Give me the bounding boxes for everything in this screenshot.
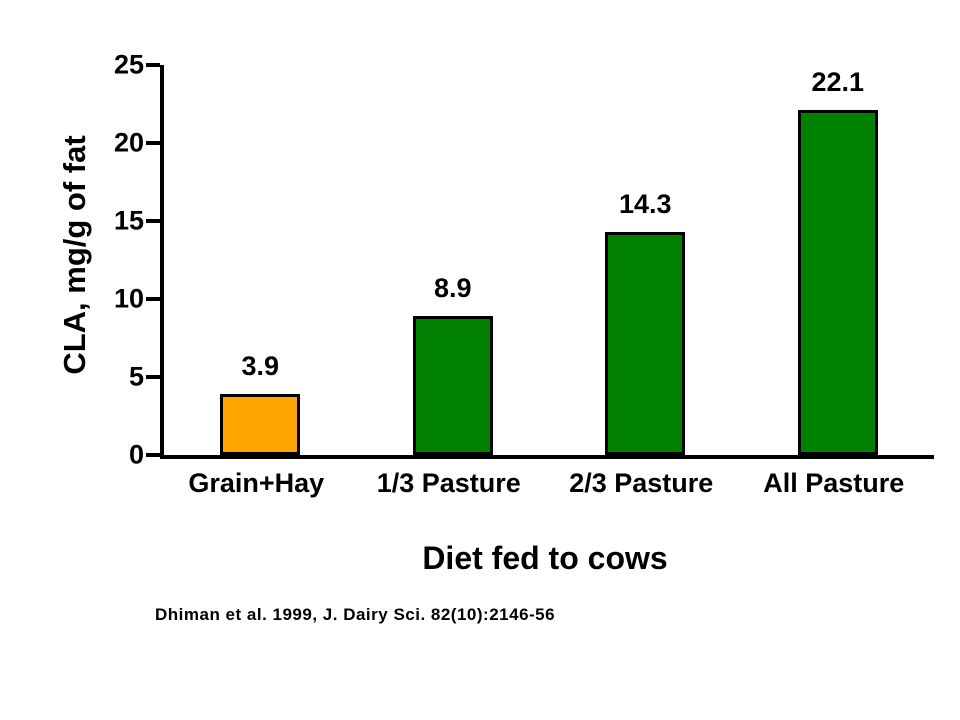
bar-value-label: 3.9 [241,351,280,382]
bar-2-3-pasture [605,231,686,455]
bar-value-label: 8.9 [433,273,472,304]
y-tick-label: 15 [113,205,144,236]
bar-grain-hay [220,394,301,455]
y-tick-label: 10 [113,283,144,314]
y-axis-label: CLA, mg/g of fat [57,135,92,375]
y-tick-mark [146,63,160,67]
citation-text: Dhiman et al. 1999, J. Dairy Sci. 82(10)… [155,605,556,624]
x-category-label: All Pasture [763,468,905,498]
y-tick-mark [146,297,160,301]
bar-1-3-pasture [412,316,493,455]
bar-value-label: 14.3 [618,188,672,219]
x-category-label: 2/3 Pasture [569,468,714,498]
x-axis-title: Diet fed to cows [422,540,668,576]
bar-all-pasture [797,110,878,455]
y-tick-mark [146,219,160,223]
y-tick-label: 25 [113,49,144,80]
y-tick-label: 5 [128,361,144,392]
bar-value-label: 22.1 [811,67,865,98]
x-category-label: Grain+Hay [188,468,325,498]
x-category-label: 1/3 Pasture [376,468,521,498]
y-tick-label: 20 [113,127,144,158]
y-tick-mark [146,375,160,379]
y-tick-mark [146,453,160,457]
plot-area: 3.9 8.9 14.3 22.1 [160,65,934,459]
y-tick-label: 0 [128,439,144,470]
y-tick-mark [146,141,160,145]
